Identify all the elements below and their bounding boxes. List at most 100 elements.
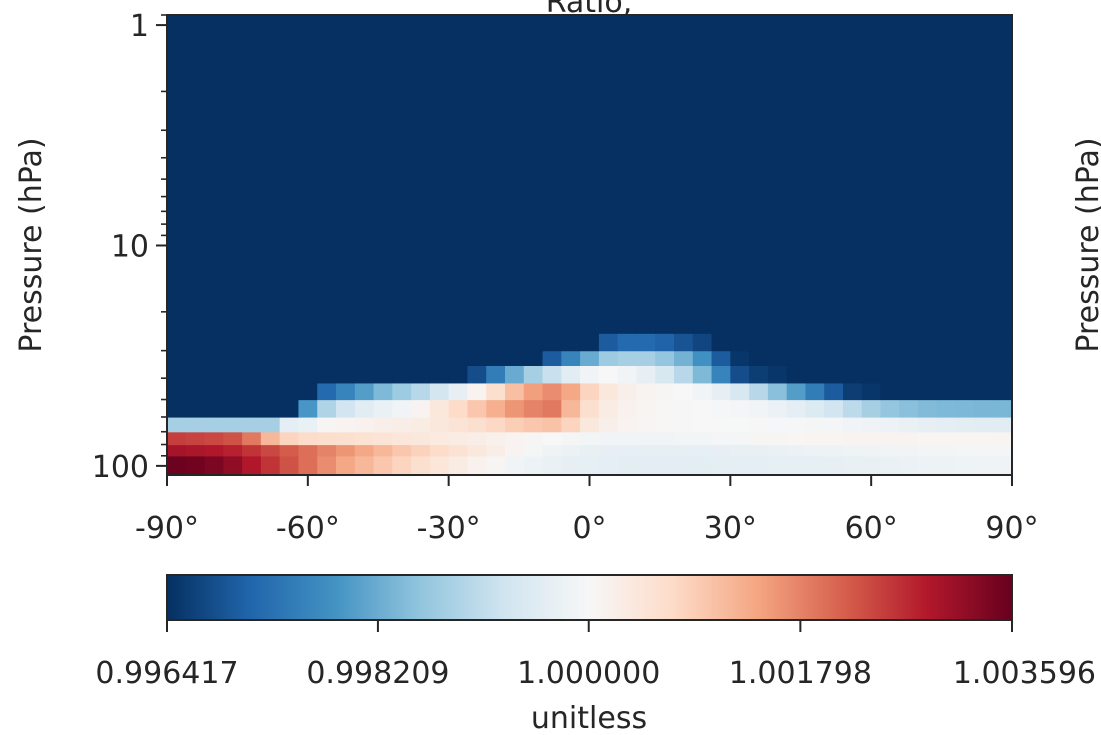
heatmap-cell <box>185 455 206 475</box>
heatmap-cell <box>824 416 844 433</box>
heatmap-cell <box>730 15 750 334</box>
heatmap-cell <box>336 431 356 446</box>
heatmap-cell <box>674 382 694 401</box>
colorbar-tick-label: 1.001798 <box>729 656 872 691</box>
heatmap-cell <box>392 382 412 401</box>
heatmap-cell <box>204 333 224 352</box>
heatmap-cell <box>411 333 431 352</box>
heatmap-cell <box>918 444 938 457</box>
heatmap-cell <box>598 455 619 475</box>
heatmap-cell <box>918 333 938 352</box>
heatmap-cell <box>805 455 825 475</box>
heatmap-cell <box>861 431 882 446</box>
heatmap-cell <box>655 350 675 366</box>
heatmap-cell <box>392 15 412 334</box>
heatmap-cell <box>242 416 262 433</box>
heatmap-cell <box>655 431 675 446</box>
heatmap-cell <box>880 444 900 457</box>
heatmap-cell <box>749 365 769 384</box>
heatmap-cell <box>523 365 544 384</box>
heatmap-cell <box>843 444 863 457</box>
heatmap-cell <box>936 350 957 366</box>
heatmap-cell <box>486 333 506 352</box>
heatmap-cell <box>918 350 938 366</box>
heatmap-cell <box>880 455 900 475</box>
heatmap-cell <box>298 455 318 475</box>
heatmap-cell <box>580 455 600 475</box>
heatmap-cell <box>674 333 694 352</box>
heatmap-cell <box>279 444 300 457</box>
heatmap-cell <box>767 15 788 334</box>
heatmap-cell <box>730 350 750 366</box>
heatmap-cell <box>373 431 393 446</box>
heatmap-cell <box>955 365 976 384</box>
heatmap-cell <box>561 15 581 334</box>
heatmap-cell <box>354 333 375 352</box>
heatmap-cell <box>974 455 994 475</box>
heatmap-cell <box>223 416 243 433</box>
heatmap-cell <box>317 350 337 366</box>
heatmap-cell <box>317 455 337 475</box>
heatmap-cell <box>918 382 938 401</box>
heatmap-cell <box>354 382 375 401</box>
heatmap-cell <box>598 365 619 384</box>
heatmap-cell <box>993 444 1012 457</box>
heatmap-cell <box>185 444 206 457</box>
heatmap-cell <box>448 416 469 433</box>
heatmap-cell <box>617 416 638 433</box>
heatmap-cell <box>805 431 825 446</box>
heatmap-cell <box>448 333 469 352</box>
heatmap-cell <box>749 350 769 366</box>
heatmap-cell <box>674 431 694 446</box>
heatmap-cell <box>598 382 619 401</box>
heatmap-cell <box>242 444 262 457</box>
heatmap-cell <box>636 15 656 334</box>
heatmap-cell <box>242 399 262 418</box>
heatmap-cell <box>805 365 825 384</box>
heatmap-cell <box>692 365 713 384</box>
heatmap-cell <box>260 365 281 384</box>
heatmap-cell <box>242 333 262 352</box>
heatmap-cell <box>974 444 994 457</box>
x-tick-label: 60° <box>845 511 898 546</box>
heatmap-cell <box>336 382 356 401</box>
heatmap-cell <box>448 15 469 334</box>
heatmap-cell <box>617 455 638 475</box>
heatmap-cell <box>730 444 750 457</box>
heatmap-cell <box>861 365 882 384</box>
heatmap-cell <box>655 455 675 475</box>
heatmap-cell <box>786 399 807 418</box>
heatmap-cell <box>598 350 619 366</box>
heatmap-cell <box>936 382 957 401</box>
heatmap-cell <box>636 416 656 433</box>
heatmap-cell <box>561 455 581 475</box>
heatmap-cell <box>429 444 450 457</box>
heatmap-cell <box>880 416 900 433</box>
heatmap-cell <box>993 350 1012 366</box>
heatmap-cell <box>354 15 375 334</box>
heatmap-cell <box>373 15 393 334</box>
heatmap-cell <box>223 444 243 457</box>
heatmap-cell <box>974 431 994 446</box>
heatmap-cell <box>373 333 393 352</box>
heatmap-cell <box>692 350 713 366</box>
heatmap-cell <box>392 399 412 418</box>
heatmap-cell <box>411 15 431 334</box>
heatmap-cell <box>467 15 487 334</box>
heatmap-cell <box>336 350 356 366</box>
heatmap-cell <box>373 455 393 475</box>
y-tick-label: 100 <box>92 450 149 485</box>
y-axis-label: Pressure (hPa) <box>14 137 49 352</box>
heatmap-cell <box>861 333 882 352</box>
heatmap-cell <box>167 444 187 457</box>
heatmap-cell <box>298 350 318 366</box>
heatmap-cell <box>411 431 431 446</box>
heatmap-cell <box>993 15 1012 334</box>
heatmap-cell <box>617 350 638 366</box>
heatmap-cell <box>242 431 262 446</box>
heatmap-cell <box>298 416 318 433</box>
heatmap-cell <box>993 431 1012 446</box>
heatmap-cell <box>580 365 600 384</box>
heatmap-cell <box>617 399 638 418</box>
heatmap-cell <box>204 444 224 457</box>
